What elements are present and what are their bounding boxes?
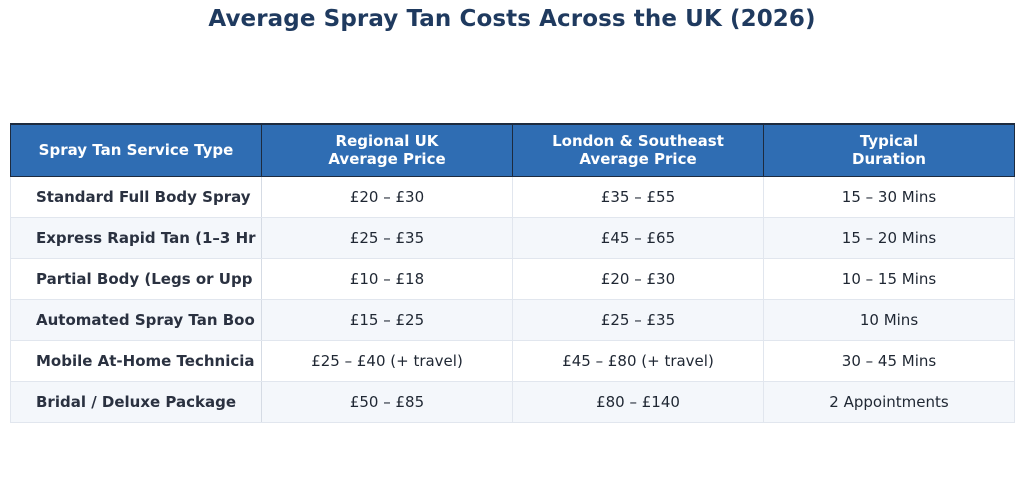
regional-price-cell: £25 – £35 [261, 216, 513, 259]
table-row: Standard Full Body Spray £20 – £30 £35 –… [10, 175, 1015, 218]
service-type-cell: Partial Body (Legs or Upp [10, 257, 262, 300]
duration-cell: 10 Mins [763, 298, 1015, 341]
service-type-cell: Express Rapid Tan (1–3 Hr [10, 216, 262, 259]
london-price-cell: £80 – £140 [512, 380, 764, 423]
duration-cell: 15 – 20 Mins [763, 216, 1015, 259]
london-price-cell: £45 – £80 (+ travel) [512, 339, 764, 382]
service-type-cell: Bridal / Deluxe Package [10, 380, 262, 423]
duration-cell: 30 – 45 Mins [763, 339, 1015, 382]
header-duration: Typical Duration [763, 123, 1015, 177]
pricing-table-container: Spray Tan Service Type Regional UK Avera… [10, 123, 1015, 423]
header-regional-price: Regional UK Average Price [261, 123, 513, 177]
service-type-cell: Mobile At-Home Technicia [10, 339, 262, 382]
regional-price-cell: £50 – £85 [261, 380, 513, 423]
london-price-cell: £20 – £30 [512, 257, 764, 300]
london-price-cell: £45 – £65 [512, 216, 764, 259]
service-type-cell: Standard Full Body Spray [10, 175, 262, 218]
regional-price-cell: £10 – £18 [261, 257, 513, 300]
duration-cell: 15 – 30 Mins [763, 175, 1015, 218]
table-row: Express Rapid Tan (1–3 Hr £25 – £35 £45 … [10, 216, 1015, 259]
table-row: Partial Body (Legs or Upp £10 – £18 £20 … [10, 257, 1015, 300]
pricing-table: Spray Tan Service Type Regional UK Avera… [10, 123, 1015, 423]
table-row: Automated Spray Tan Boo £15 – £25 £25 – … [10, 298, 1015, 341]
header-row: Spray Tan Service Type Regional UK Avera… [10, 123, 1015, 177]
table-row: Mobile At-Home Technicia £25 – £40 (+ tr… [10, 339, 1015, 382]
regional-price-cell: £20 – £30 [261, 175, 513, 218]
regional-price-cell: £25 – £40 (+ travel) [261, 339, 513, 382]
london-price-cell: £35 – £55 [512, 175, 764, 218]
london-price-cell: £25 – £35 [512, 298, 764, 341]
regional-price-cell: £15 – £25 [261, 298, 513, 341]
table-header: Spray Tan Service Type Regional UK Avera… [10, 123, 1015, 177]
table-row: Bridal / Deluxe Package £50 – £85 £80 – … [10, 380, 1015, 423]
duration-cell: 10 – 15 Mins [763, 257, 1015, 300]
page-title: Average Spray Tan Costs Across the UK (2… [208, 6, 816, 32]
service-type-cell: Automated Spray Tan Boo [10, 298, 262, 341]
header-london-price: London & Southeast Average Price [512, 123, 764, 177]
table-body: Standard Full Body Spray £20 – £30 £35 –… [10, 175, 1015, 423]
header-service-type: Spray Tan Service Type [10, 123, 262, 177]
duration-cell: 2 Appointments [763, 380, 1015, 423]
